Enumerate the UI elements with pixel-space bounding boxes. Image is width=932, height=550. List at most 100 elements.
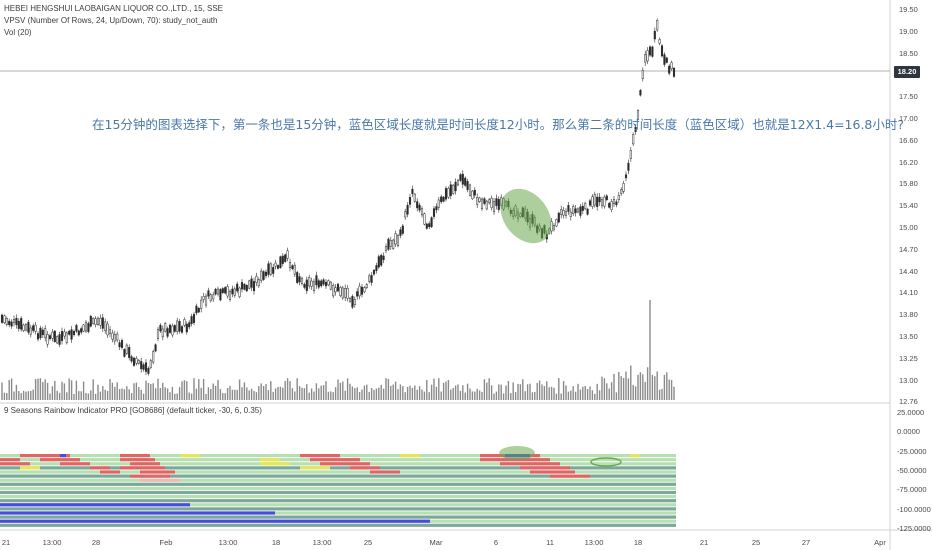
candle-body bbox=[351, 296, 354, 308]
candle-body bbox=[82, 324, 85, 332]
volume-bar bbox=[190, 393, 193, 400]
time-tick-label: 21 bbox=[699, 538, 709, 547]
candle-body bbox=[562, 210, 565, 216]
candle-body bbox=[382, 255, 385, 260]
volume-bar bbox=[332, 392, 334, 400]
indicator-band-segment bbox=[140, 470, 175, 474]
indicator-band-segment bbox=[520, 466, 570, 470]
volume-bar bbox=[644, 381, 646, 400]
volume-bar bbox=[162, 382, 164, 400]
symbol-legend[interactable]: HEBEI HENGSHUI LAOBAIGAN LIQUOR CO.,LTD.… bbox=[4, 4, 224, 13]
volume-bar bbox=[210, 389, 212, 400]
volume-bar bbox=[656, 371, 658, 400]
candle-body bbox=[404, 211, 407, 218]
candle-body bbox=[396, 235, 400, 247]
candle-body bbox=[188, 322, 191, 328]
candle-body bbox=[192, 314, 196, 323]
volume-bar bbox=[118, 389, 121, 400]
price-tick-label: 14.70 bbox=[899, 244, 918, 254]
volume-bar bbox=[334, 387, 337, 400]
time-tick-label: 18 bbox=[633, 538, 643, 547]
volume-bar bbox=[392, 384, 394, 400]
candle-body bbox=[156, 329, 160, 339]
candle-body bbox=[276, 265, 280, 269]
indicator-tick-label: -125.0000 bbox=[897, 523, 931, 533]
candle-body bbox=[375, 265, 378, 271]
volume-bar bbox=[102, 386, 104, 400]
candle-body bbox=[293, 264, 296, 275]
volume-bar bbox=[505, 385, 507, 400]
volume-bar bbox=[368, 391, 370, 400]
candle-body bbox=[58, 334, 61, 345]
candle-body bbox=[197, 307, 200, 313]
candle-body bbox=[130, 356, 133, 362]
candle-body bbox=[89, 315, 92, 327]
candle-body bbox=[10, 321, 13, 327]
volume-bar bbox=[469, 388, 471, 400]
candle-body bbox=[346, 288, 349, 299]
candle-body bbox=[336, 283, 340, 292]
candle-body bbox=[670, 62, 673, 70]
time-tick-label: 13:00 bbox=[312, 538, 332, 547]
volume-bar bbox=[459, 390, 462, 400]
volume-bar bbox=[476, 388, 478, 400]
volume-bar bbox=[200, 387, 202, 400]
volume-bar bbox=[219, 389, 222, 400]
volume-bar bbox=[183, 380, 186, 400]
volume-bar bbox=[291, 388, 294, 400]
indicator-legend[interactable]: 9 Seasons Rainbow Indicator PRO [GO8686]… bbox=[4, 406, 262, 415]
candle-body bbox=[48, 335, 52, 339]
volume-bar bbox=[483, 379, 486, 400]
volume-bar bbox=[267, 390, 270, 400]
indicator-band-segment bbox=[500, 462, 560, 466]
volume-bar bbox=[390, 385, 392, 400]
candle-body bbox=[456, 179, 460, 186]
volume-bar bbox=[435, 386, 438, 400]
volume-bar bbox=[493, 393, 495, 400]
volume-bar bbox=[92, 379, 94, 400]
time-tick-label: 11 bbox=[546, 538, 554, 547]
volume-bar bbox=[128, 389, 130, 400]
candle-body bbox=[224, 287, 227, 294]
candle-body bbox=[260, 270, 263, 281]
candle-body bbox=[320, 280, 323, 287]
time-tick-label: Apr bbox=[874, 538, 886, 547]
candle-body bbox=[272, 267, 275, 274]
volume-bar bbox=[61, 381, 63, 400]
candle-body bbox=[632, 134, 635, 145]
candle-body bbox=[267, 263, 270, 275]
volume-legend[interactable]: Vol (20) bbox=[4, 28, 32, 37]
volume-bar bbox=[416, 389, 418, 400]
volume-bar bbox=[226, 388, 229, 400]
indicator-band-segment bbox=[40, 458, 80, 462]
volume-bar bbox=[284, 380, 286, 400]
volume-bar bbox=[414, 385, 416, 400]
candle-body bbox=[104, 321, 107, 331]
candle-body bbox=[204, 295, 208, 306]
candle-body bbox=[411, 188, 414, 194]
candle-body bbox=[308, 277, 311, 287]
volume-bar bbox=[147, 383, 150, 400]
volume-bar bbox=[133, 383, 135, 400]
vpsv-legend[interactable]: VPSV (Number Of Rows, 24, Up/Down, 70): … bbox=[4, 16, 218, 25]
candle-body bbox=[164, 323, 167, 332]
volume-bar bbox=[526, 384, 529, 400]
candle-body bbox=[416, 201, 419, 209]
indicator-band-segment bbox=[400, 454, 420, 458]
chart-annotation: 在15分钟的图表选择下，第一条也是15分钟，蓝色区域长度就是时间长度12小时。那… bbox=[92, 117, 905, 132]
candle-body bbox=[77, 330, 80, 336]
volume-bar bbox=[514, 392, 517, 400]
volume-bar bbox=[246, 387, 248, 400]
volume-bar bbox=[558, 378, 560, 400]
candle-body bbox=[171, 325, 174, 336]
volume-bar bbox=[310, 388, 313, 400]
candle-body bbox=[413, 193, 416, 202]
volume-bar bbox=[404, 392, 406, 400]
volume-bar bbox=[639, 372, 642, 400]
volume-bar bbox=[34, 379, 37, 400]
time-tick-label: 21 bbox=[1, 538, 11, 547]
time-tick-label: 6 bbox=[493, 538, 499, 547]
candle-body bbox=[365, 284, 368, 288]
